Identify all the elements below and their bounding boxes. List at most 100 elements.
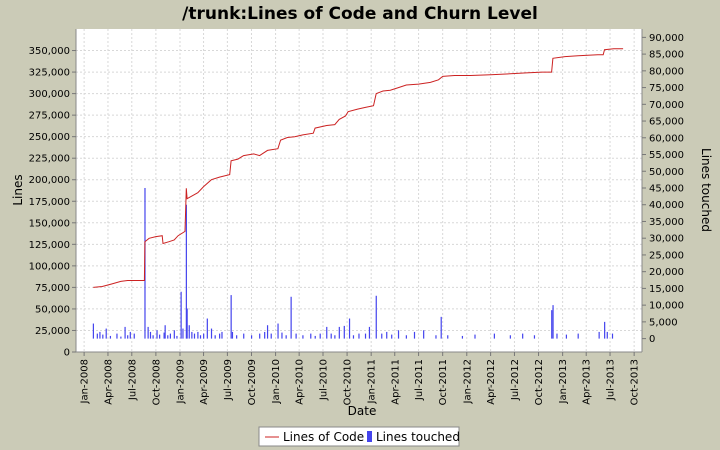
y-tick-label: 75,000	[35, 283, 70, 294]
bar-lines-touched	[259, 333, 261, 339]
legend-box	[258, 426, 460, 447]
bar-lines-touched	[604, 321, 606, 339]
bar-lines-touched	[551, 310, 553, 339]
bar-lines-touched	[368, 326, 371, 339]
bar-lines-touched	[493, 333, 495, 339]
y2-tick-label: 55,000	[649, 150, 684, 161]
bar-lines-touched	[185, 204, 187, 339]
x-tick-label: Apr-2013	[582, 359, 593, 405]
y-tick-label: 300,000	[29, 89, 70, 100]
bar-lines-touched	[435, 335, 437, 339]
bar-lines-touched	[188, 325, 190, 339]
bar-lines-touched	[147, 326, 149, 339]
bar-lines-touched	[295, 333, 297, 339]
y2-tick-label: 10,000	[649, 301, 684, 312]
y2-tick-label: 20,000	[649, 267, 684, 278]
x-tick-label: Apr-2011	[390, 359, 401, 405]
bar-lines-touched	[440, 316, 442, 339]
y2-tick-label: 15,000	[649, 284, 684, 295]
bar-lines-touched	[391, 334, 393, 339]
bar-lines-touched	[326, 326, 328, 339]
x-tick-label: Apr-2010	[295, 359, 306, 405]
x-tick-label: Jul-2011	[414, 359, 425, 401]
x-tick-label: Apr-2008	[103, 359, 114, 405]
y2-tick-label: 80,000	[649, 66, 684, 77]
x-tick-label: Oct-2009	[247, 359, 258, 405]
bar-lines-touched	[236, 335, 238, 339]
bar-lines-touched	[358, 333, 360, 339]
bar-lines-touched	[230, 295, 232, 339]
axes	[75, 29, 643, 353]
bar-lines-touched	[133, 333, 135, 339]
bar-lines-touched	[210, 328, 213, 339]
y-tick-label: 125,000	[29, 240, 70, 251]
bar-lines-touched	[221, 331, 223, 339]
bar-lines-touched	[381, 333, 383, 339]
bar-lines-touched	[606, 331, 608, 339]
bar-lines-touched	[352, 335, 355, 339]
y2-tick-label: 50,000	[649, 167, 684, 178]
x-tick-label: Jul-2012	[510, 359, 521, 401]
y-tick-label: 350,000	[29, 46, 70, 57]
x-tick-label: Jan-2011	[367, 359, 378, 404]
y-tick-label: 200,000	[29, 175, 70, 186]
bar-lines-touched	[348, 318, 351, 339]
y-axis-right-label: Lines touched	[699, 148, 713, 232]
x-tick-label: Apr-2012	[486, 359, 497, 405]
bar-lines-touched	[180, 291, 182, 339]
bar-lines-touched	[159, 334, 161, 339]
y2-tick-label: 85,000	[649, 50, 684, 61]
x-axis-label: Date	[348, 404, 377, 418]
bar-lines-touched	[314, 335, 316, 339]
y-tick-label: 175,000	[29, 197, 70, 208]
y-tick-label: 150,000	[29, 218, 70, 229]
bar-lines-touched	[334, 335, 336, 339]
bar-lines-touched	[167, 335, 169, 339]
legend-swatch-lines-touched	[367, 431, 372, 442]
bar-lines-touched	[413, 331, 416, 339]
bar-lines-touched	[577, 333, 579, 339]
bar-lines-touched	[264, 331, 266, 339]
bar-lines-touched	[197, 331, 199, 339]
bar-lines-touched	[310, 333, 312, 339]
bar-lines-touched	[285, 335, 287, 339]
bar-lines-touched	[203, 333, 205, 339]
y-tick-label: 325,000	[29, 68, 70, 79]
bar-lines-touched	[199, 335, 202, 339]
bar-lines-touched	[186, 308, 188, 339]
series-lines-of-code	[93, 48, 624, 288]
bar-lines-touched	[461, 335, 464, 339]
x-tick-label: Apr-2009	[199, 359, 210, 405]
bar-lines-touched	[302, 335, 304, 339]
bar-lines-touched	[375, 295, 377, 339]
bar-lines-touched	[266, 325, 269, 339]
bar-lines-touched	[214, 335, 216, 339]
x-tick-label: Oct-2008	[151, 359, 162, 405]
y-axis-right-ticks: 0 5,000 10,000 15,000 20,000 25,000 30,000 35,0…	[642, 33, 684, 345]
grid	[76, 29, 642, 352]
y2-tick-label: 65,000	[649, 117, 684, 128]
bar-lines-touched	[99, 331, 101, 339]
y-tick-label: 275,000	[29, 111, 70, 122]
x-tick-label: Jan-2010	[271, 359, 282, 404]
x-tick-label: Jul-2009	[223, 359, 234, 401]
bar-lines-touched	[533, 335, 536, 339]
bar-lines-touched	[163, 332, 165, 339]
bar-lines-touched	[182, 328, 184, 339]
bar-lines-touched	[152, 335, 154, 339]
legend-label-lines-of-code: Lines of Code	[283, 430, 364, 444]
bar-lines-touched	[129, 331, 131, 339]
bar-lines-touched	[447, 335, 449, 339]
bar-lines-touched	[552, 305, 554, 339]
y2-tick-label: 5,000	[649, 317, 678, 328]
bar-lines-touched	[191, 331, 193, 339]
bar-lines-touched	[105, 328, 107, 339]
legend: Lines of Code Lines touched	[258, 426, 460, 447]
x-tick-label: Jan-2009	[175, 359, 186, 404]
bar-lines-touched	[277, 323, 279, 339]
bar-lines-touched	[270, 333, 272, 339]
x-axis-ticks: Jan-2008 Apr-2008 Jul-2008 Oct-2008 Jan-2009…	[80, 352, 641, 405]
bar-lines-touched	[156, 330, 158, 339]
bar-lines-touched	[243, 333, 245, 339]
y-axis-left-label: Lines	[11, 174, 25, 205]
